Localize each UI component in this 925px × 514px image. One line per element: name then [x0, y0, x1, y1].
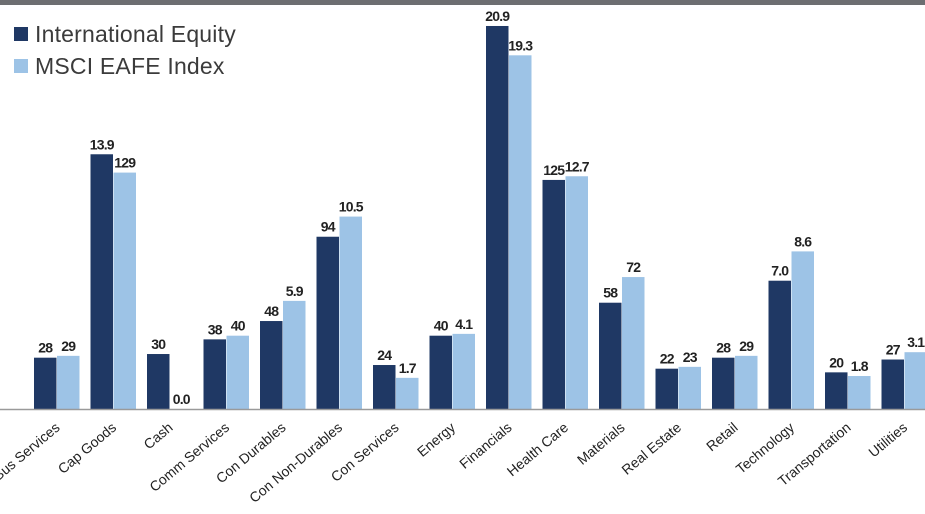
bar-label-international-equity-utilities: 27: [886, 342, 901, 358]
bar-label-msci-eafe-index-cash: 0.0: [173, 391, 191, 407]
category-label-cap-goods: Cap Goods: [55, 419, 120, 477]
bar-label-international-equity-con-durables: 48: [264, 303, 279, 319]
bar-label-international-equity-energy: 40: [434, 318, 449, 334]
category-label-retail: Retail: [703, 419, 741, 454]
bar-label-msci-eafe-index-health-care: 12.7: [565, 158, 590, 174]
category-label-materials: Materials: [574, 419, 628, 468]
bar-label-international-equity-health-care: 125: [543, 162, 565, 178]
bar-international-equity-con-non-durables: [316, 236, 339, 409]
bar-msci-eafe-index-energy: [452, 333, 475, 409]
bar-msci-eafe-index-utilities: [904, 352, 925, 409]
bar-label-msci-eafe-index-materials: 72: [626, 259, 641, 275]
bar-label-msci-eafe-index-cap-goods: 129: [114, 155, 136, 171]
bar-label-msci-eafe-index-bus-services: 29: [61, 338, 76, 354]
bar-international-equity-cash: [147, 354, 170, 409]
bar-international-equity-technology: [768, 280, 791, 409]
bar-label-international-equity-con-services: 24: [377, 347, 392, 363]
bar-international-equity-health-care: [542, 179, 565, 409]
category-label-bus-services: Bus Services: [0, 419, 63, 484]
bar-label-msci-eafe-index-technology: 8.6: [794, 233, 812, 249]
bar-label-msci-eafe-index-comm-services: 40: [231, 318, 246, 334]
bar-msci-eafe-index-technology: [791, 251, 814, 409]
bar-msci-eafe-index-con-services: [396, 377, 419, 409]
category-label-energy: Energy: [414, 419, 458, 460]
legend-item-msci-eafe-index: MSCI EAFE Index: [14, 50, 236, 82]
bar-label-international-equity-transportation: 20: [829, 354, 844, 370]
bar-msci-eafe-index-real-estate: [678, 366, 701, 409]
bar-international-equity-bus-services: [34, 357, 57, 409]
bar-label-international-equity-con-non-durables: 94: [321, 219, 336, 235]
bar-label-msci-eafe-index-transportation: 1.8: [851, 358, 869, 374]
bar-label-international-equity-real-estate: 22: [660, 351, 675, 367]
bar-msci-eafe-index-bus-services: [57, 355, 80, 409]
category-label-cash: Cash: [140, 419, 175, 452]
bar-label-msci-eafe-index-con-non-durables: 10.5: [339, 199, 364, 215]
bar-msci-eafe-index-financials: [509, 55, 532, 409]
bar-label-msci-eafe-index-con-services: 1.7: [399, 360, 417, 376]
bar-international-equity-financials: [486, 25, 509, 409]
bar-label-msci-eafe-index-financials: 19.3: [508, 37, 533, 53]
bar-label-msci-eafe-index-con-durables: 5.9: [286, 283, 304, 299]
bar-label-international-equity-comm-services: 38: [208, 321, 223, 337]
bar-msci-eafe-index-materials: [622, 277, 645, 409]
bar-label-international-equity-retail: 28: [716, 340, 731, 356]
bar-msci-eafe-index-con-durables: [283, 300, 306, 409]
bar-international-equity-comm-services: [203, 339, 226, 409]
bar-msci-eafe-index-comm-services: [226, 335, 249, 409]
bar-label-international-equity-financials: 20.9: [485, 8, 510, 24]
bar-msci-eafe-index-retail: [735, 355, 758, 409]
category-label-utilities: Utilities: [865, 419, 910, 460]
bar-international-equity-transportation: [825, 372, 848, 409]
legend-label-msci-eafe-index: MSCI EAFE Index: [35, 52, 225, 79]
legend-label-international-equity: International Equity: [35, 20, 236, 47]
bar-label-msci-eafe-index-utilities: 3.1: [907, 334, 925, 350]
bar-international-equity-con-durables: [260, 321, 283, 409]
category-label-con-non-durables: Con Non-Durables: [246, 419, 345, 506]
legend: International Equity MSCI EAFE Index: [14, 18, 236, 82]
bar-international-equity-real-estate: [655, 368, 678, 409]
legend-swatch-msci-eafe-index: [14, 59, 28, 73]
legend-swatch-international-equity: [14, 27, 28, 41]
bar-msci-eafe-index-cap-goods: [113, 172, 136, 409]
bar-international-equity-energy: [429, 335, 452, 409]
category-label-financials: Financials: [456, 419, 515, 472]
bar-international-equity-cap-goods: [90, 154, 113, 409]
bar-label-international-equity-technology: 7.0: [771, 263, 789, 279]
category-label-health-care: Health Care: [504, 419, 572, 479]
bar-label-international-equity-cash: 30: [151, 336, 166, 352]
bar-international-equity-con-services: [373, 365, 396, 409]
bar-label-international-equity-bus-services: 28: [38, 340, 53, 356]
bar-label-msci-eafe-index-energy: 4.1: [455, 316, 473, 332]
bar-msci-eafe-index-health-care: [565, 176, 588, 409]
category-label-real-estate: Real Estate: [618, 419, 684, 478]
bar-international-equity-materials: [599, 302, 622, 409]
bar-label-msci-eafe-index-retail: 29: [739, 338, 754, 354]
bars-group: [34, 25, 925, 409]
bar-label-international-equity-materials: 58: [603, 285, 618, 301]
bar-label-msci-eafe-index-real-estate: 23: [683, 349, 698, 365]
legend-item-international-equity: International Equity: [14, 18, 236, 50]
bar-international-equity-retail: [712, 357, 735, 409]
bar-msci-eafe-index-transportation: [848, 376, 871, 409]
bar-label-international-equity-cap-goods: 13.9: [90, 136, 115, 152]
bar-msci-eafe-index-con-non-durables: [339, 216, 362, 409]
bar-international-equity-utilities: [881, 359, 904, 409]
top-rule: [0, 0, 925, 5]
